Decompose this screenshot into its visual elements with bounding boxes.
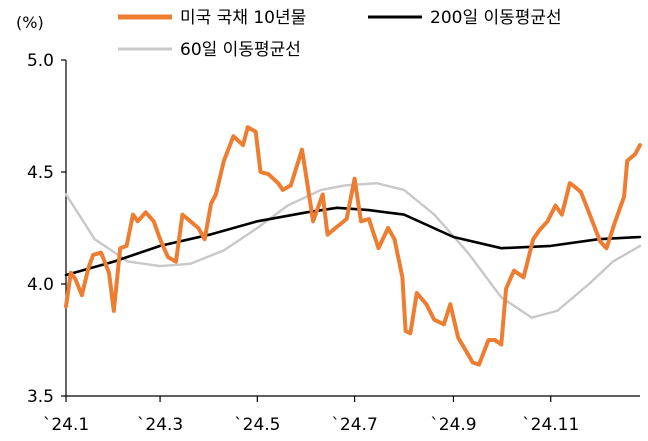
y-tick-label: 4.0 bbox=[27, 275, 54, 295]
y-tick-label: 3.5 bbox=[27, 387, 54, 407]
legend: 미국 국채 10년물 200일 이동평균선 60일 이동평균선 bbox=[118, 8, 562, 60]
legend-label-60d-ma: 60일 이동평균선 bbox=[180, 40, 301, 60]
y-unit-label: (%) bbox=[16, 13, 44, 32]
series-line-us-10y bbox=[64, 125, 642, 367]
legend-label-us-10y: 미국 국채 10년물 bbox=[180, 8, 306, 28]
x-tick-label: `24.3 bbox=[137, 415, 183, 435]
legend-label-200d-ma: 200일 이동평균선 bbox=[430, 8, 562, 28]
y-tick-label: 4.5 bbox=[27, 163, 54, 183]
y-tick-label: 5.0 bbox=[27, 51, 54, 71]
y-ticks: 5.0 4.5 4.0 3.5 bbox=[27, 51, 66, 407]
x-tick-label: `24.9 bbox=[430, 415, 476, 435]
series-line-60d-ma bbox=[64, 181, 642, 319]
x-tick-label: `24.5 bbox=[234, 415, 280, 435]
x-ticks: `24.1 `24.3 `24.5 `24.7 `24.9 `24.11 bbox=[43, 396, 579, 435]
series-line-200d-ma bbox=[64, 206, 642, 277]
x-tick-label: `24.11 bbox=[522, 415, 579, 435]
x-tick-label: `24.7 bbox=[331, 415, 377, 435]
x-tick-label: `24.1 bbox=[43, 415, 89, 435]
series-layer bbox=[64, 125, 642, 367]
